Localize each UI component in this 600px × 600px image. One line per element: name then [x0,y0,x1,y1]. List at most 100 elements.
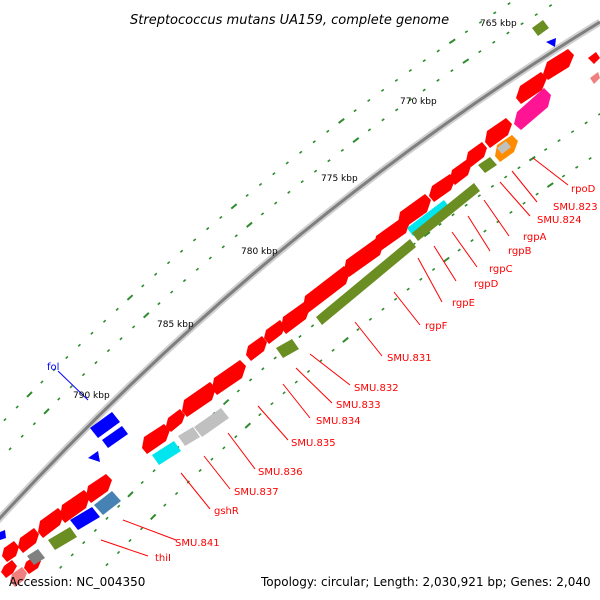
gene-gray[interactable] [194,408,229,437]
gene-reverse-blue[interactable] [70,507,100,530]
tick-mark [535,192,539,196]
tick-mark [117,504,121,508]
gene-gray[interactable] [27,549,45,565]
tick-mark [106,348,111,353]
gene-reverse-blue[interactable] [88,451,100,462]
gene-reverse-blue[interactable] [102,426,128,448]
gene-forward[interactable] [212,360,246,395]
gene-reverse-green[interactable] [48,527,77,550]
gene-reverse-green[interactable] [478,157,497,173]
gene-cyan[interactable] [152,441,181,465]
gene-label-rgpE[interactable]: rgpE [452,298,475,309]
gene-reverse-blue[interactable] [546,38,556,47]
gene-forward[interactable] [281,302,310,334]
tick-mark [140,480,144,485]
gene-forward[interactable] [303,266,350,313]
tick-mark [584,121,588,125]
gene-reverse-blue[interactable] [0,530,6,540]
gene-reverse-green[interactable] [276,339,299,358]
gene-forward[interactable] [466,142,487,167]
gene-label-smu832[interactable]: SMU.832 [354,383,399,394]
tick-mark [234,435,238,439]
gene-forward[interactable] [485,118,512,148]
tick-mark [312,140,316,144]
gene-cyan[interactable] [407,200,450,236]
gene-forward[interactable] [543,49,574,80]
gene-forward[interactable] [86,474,112,503]
tick-mark [244,422,252,429]
tick-mark [248,378,253,382]
tick-mark [119,337,123,341]
tick-mark [258,182,263,187]
tick-mark [127,491,134,498]
tick-mark [163,503,167,507]
tick-mark [222,398,230,406]
tick-mark [152,469,156,473]
gene-forward[interactable] [1,560,17,578]
gene-forward[interactable] [38,508,64,538]
tick-mark [198,468,202,473]
gene-label-smu824[interactable]: SMU.824 [537,215,582,226]
tick-mark [150,513,157,521]
gene-steelblue[interactable] [94,491,121,515]
gene-forward[interactable] [142,424,170,454]
tick-mark [331,348,335,352]
gene-reverse[interactable] [588,52,600,64]
gene-label-rgpC[interactable]: rgpC [489,264,513,275]
gene-forward[interactable] [10,567,27,587]
gene-forward[interactable] [429,174,455,202]
gene-forward[interactable] [344,237,384,277]
tick-mark [40,380,44,384]
gene-forward[interactable] [182,382,216,417]
gene-forward[interactable] [264,320,285,344]
gene-label-smu837[interactable]: SMU.837 [234,487,279,498]
kbp-label: 765 kbp [480,19,517,29]
gene-reverse-green[interactable] [316,239,416,325]
tick-mark [116,550,121,555]
tick-mark [423,231,431,238]
tick-mark [393,297,398,301]
gene-label-smu823[interactable]: SMU.823 [553,202,598,213]
gene-forward[interactable] [2,541,19,562]
tick-mark [139,527,144,531]
gene-reverse[interactable] [590,72,600,84]
gene-gray[interactable] [497,141,511,154]
gene-label-rgpD[interactable]: rgpD [474,279,499,290]
tick-mark [326,129,330,133]
gene-forward[interactable] [18,528,39,553]
gene-label-gshR[interactable]: gshR [214,506,239,517]
gene-reverse-green[interactable] [412,183,480,241]
gene-label-smu833[interactable]: SMU.833 [336,400,381,411]
gene-label-rgpB[interactable]: rgpB [508,246,532,257]
gene-label-rpoD[interactable]: rpoD [571,184,596,195]
gene-gray[interactable] [178,427,200,446]
gene-forward[interactable] [516,72,547,104]
gene-label-thiI[interactable]: thiI [155,553,171,564]
kbp-label: 780 kbp [241,247,278,257]
tick-mark [192,238,197,242]
gene-forward[interactable] [166,409,185,432]
tick-mark [464,30,469,34]
gene-forward[interactable] [246,336,267,361]
kbp-label: 775 kbp [321,174,358,184]
tick-mark [131,325,136,329]
gene-label-rgpF[interactable]: rgpF [425,321,448,332]
gene-reverse-green[interactable] [532,20,549,36]
gene-label-fol[interactable]: fol [47,362,59,373]
tick-mark [258,413,262,417]
gene-label-smu834[interactable]: SMU.834 [316,416,361,427]
tick-mark [395,108,399,112]
gene-label-smu841[interactable]: SMU.841 [175,538,220,549]
gene-label-smu831[interactable]: SMU.831 [387,353,432,364]
tick-mark [174,491,179,496]
tick-mark [70,553,74,557]
gene-label-smu835[interactable]: SMU.835 [291,438,336,449]
tick-mark [561,174,566,178]
gene-forward[interactable] [60,490,90,523]
tick-mark [478,20,483,24]
gene-label-smu836[interactable]: SMU.836 [258,467,303,478]
gene-forward[interactable] [450,160,471,185]
gene-pink[interactable] [514,88,551,130]
gene-label-rgpA[interactable]: rgpA [523,232,547,243]
gene-reverse-blue[interactable] [90,412,120,438]
